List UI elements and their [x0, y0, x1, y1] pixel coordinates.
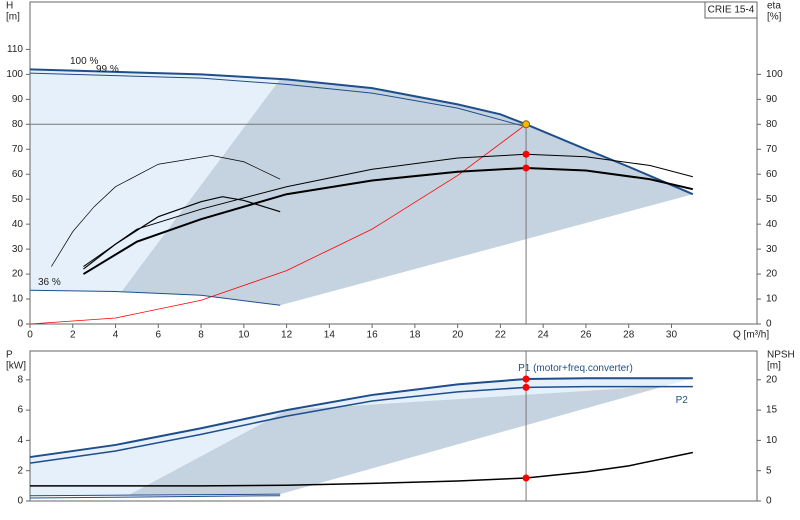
x-tick-label: 26 — [580, 330, 592, 341]
curve — [30, 451, 694, 487]
duty-point — [522, 164, 530, 172]
x-tick-label: 4 — [113, 330, 119, 341]
y2-tick-label: 80 — [766, 119, 778, 130]
curve — [29, 72, 527, 128]
curve-label: P2 — [676, 395, 689, 406]
x-tick-label: 2 — [70, 330, 76, 341]
duty-point — [522, 150, 530, 158]
y2-axis-label: eta — [767, 1, 781, 12]
x-tick-label: 10 — [238, 330, 250, 341]
y2-tick-label: 60 — [766, 169, 778, 180]
curve — [29, 385, 693, 464]
duty-point — [522, 383, 530, 391]
curve-label: 99 % — [96, 64, 119, 75]
x-tick-label: 30 — [666, 330, 678, 341]
curve-label: 100 % — [70, 56, 98, 67]
y-axis-label: [kW] — [6, 361, 26, 372]
duty-point — [522, 474, 530, 482]
y2-tick-label: 10 — [766, 294, 778, 305]
y2-tick-label: 100 — [766, 69, 783, 80]
x-axis-label: Q [m³/h] — [733, 330, 769, 341]
x-tick-label: 6 — [156, 330, 162, 341]
y2-tick-label: 0 — [766, 319, 772, 330]
curve — [29, 68, 694, 196]
curve — [51, 155, 281, 267]
y2-tick-label: 15 — [766, 405, 778, 416]
plot-frame — [29, 1, 758, 325]
curve — [83, 196, 281, 270]
x-tick-label: 12 — [281, 330, 293, 341]
y-tick-label: 30 — [12, 244, 24, 255]
curve — [29, 493, 281, 497]
y2-tick-label: 20 — [766, 269, 778, 280]
title-box — [704, 1, 758, 19]
y-tick-label: 40 — [12, 219, 24, 230]
y-tick-label: 60 — [12, 169, 24, 180]
y-tick-label: 0 — [17, 496, 23, 507]
curve — [29, 123, 527, 325]
y-tick-label: 80 — [12, 119, 24, 130]
y-axis-label: H — [6, 1, 13, 12]
curve-label: 36 % — [38, 277, 61, 288]
curve-label: P1 (motor+freq.converter) — [518, 363, 633, 374]
y2-tick-label: 70 — [766, 144, 778, 155]
curve — [29, 377, 693, 459]
x-tick-label: 0 — [27, 330, 33, 341]
y-tick-label: 110 — [7, 44, 23, 55]
curve — [82, 166, 694, 275]
y-tick-label: 90 — [12, 94, 24, 105]
y2-axis-label: NPSH — [767, 350, 795, 361]
plot-frame — [29, 350, 758, 502]
duty-point — [522, 120, 531, 129]
curve — [29, 495, 281, 499]
y-axis-label: [m] — [6, 12, 20, 23]
y-tick-label: 2 — [17, 465, 23, 476]
x-tick-label: 24 — [538, 330, 550, 341]
x-tick-label: 28 — [623, 330, 635, 341]
y-tick-label: 100 — [6, 69, 23, 80]
x-tick-label: 8 — [198, 330, 204, 341]
x-tick-label: 16 — [367, 330, 379, 341]
curve — [83, 153, 693, 267]
y2-tick-label: 90 — [766, 94, 778, 105]
y-tick-label: 70 — [12, 144, 24, 155]
y-tick-label: 8 — [17, 374, 23, 385]
y2-tick-label: 30 — [766, 244, 778, 255]
x-tick-label: 18 — [409, 330, 421, 341]
y2-tick-label: 0 — [766, 496, 772, 507]
y2-tick-label: 10 — [766, 435, 778, 446]
y2-tick-label: 20 — [766, 374, 778, 385]
y-tick-label: 50 — [12, 194, 24, 205]
y2-axis-label: [%] — [767, 12, 782, 23]
y2-axis-label: [m] — [767, 361, 781, 372]
y-tick-label: 4 — [17, 435, 23, 446]
duty-point — [522, 375, 530, 383]
y2-tick-label: 40 — [766, 219, 778, 230]
chart-title: CRIE 15-4 — [708, 5, 755, 16]
y-axis-label: P — [6, 350, 13, 361]
y-tick-label: 20 — [12, 269, 24, 280]
x-tick-label: 22 — [495, 330, 507, 341]
y-tick-label: 10 — [12, 294, 24, 305]
y-tick-label: 6 — [17, 405, 23, 416]
x-tick-label: 14 — [324, 330, 336, 341]
y-tick-label: 0 — [17, 319, 23, 330]
x-tick-label: 20 — [452, 330, 464, 341]
curve — [29, 289, 281, 306]
y2-tick-label: 50 — [766, 194, 778, 205]
y2-tick-label: 5 — [766, 465, 772, 476]
